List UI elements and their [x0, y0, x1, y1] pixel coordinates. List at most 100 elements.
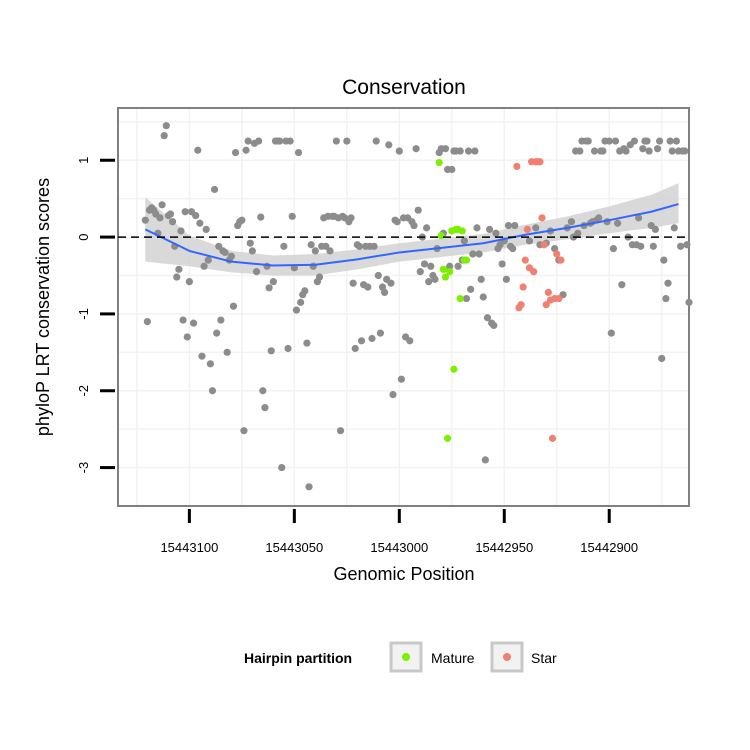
point-other [238, 216, 246, 224]
point-star [557, 256, 565, 264]
point-mature [458, 227, 466, 235]
point-other [645, 147, 653, 155]
point-other [259, 387, 267, 395]
point-other [185, 278, 193, 286]
point-other [599, 147, 607, 155]
y-axis-title: phyloP LRT conservation scores [33, 178, 53, 436]
point-other [303, 339, 311, 347]
series-mature [435, 158, 471, 442]
legend-label-mature: Mature [431, 650, 475, 666]
plot-area [117, 107, 693, 507]
point-other [456, 147, 464, 155]
point-star [553, 250, 561, 258]
point-other [181, 208, 189, 216]
point-mature [450, 365, 458, 373]
point-other [576, 147, 584, 155]
point-other [288, 212, 296, 220]
point-other [370, 242, 378, 250]
point-other [475, 250, 483, 258]
point-other [611, 137, 620, 145]
point-other [372, 137, 380, 145]
point-other [420, 260, 429, 268]
data-points-layer [141, 122, 693, 491]
point-mature [441, 273, 450, 281]
point-other [305, 483, 313, 491]
point-other [395, 147, 403, 155]
point-other [240, 427, 248, 435]
point-mature [437, 231, 445, 240]
series-star [513, 158, 565, 442]
point-other [160, 132, 168, 140]
point-other [179, 316, 187, 324]
point-other [485, 225, 494, 233]
point-other [605, 137, 613, 145]
point-other [381, 288, 389, 297]
point-other [229, 302, 238, 310]
point-other [202, 225, 210, 233]
point-other [231, 148, 240, 157]
y-tick-label: -3 [76, 462, 91, 474]
point-star [538, 214, 546, 222]
point-other [672, 137, 681, 145]
point-other [374, 271, 382, 280]
point-other [173, 273, 181, 281]
point-other [425, 278, 433, 286]
point-other [276, 137, 284, 145]
point-other [477, 275, 485, 283]
point-other [175, 265, 183, 273]
point-other [162, 122, 170, 130]
point-other [658, 354, 666, 363]
point-other [441, 145, 450, 153]
point-star [521, 256, 529, 264]
point-star [513, 162, 521, 170]
point-other [143, 317, 151, 326]
point-other [257, 213, 265, 221]
point-other [618, 281, 626, 289]
point-other [492, 229, 500, 237]
point-star [540, 241, 548, 249]
point-other [286, 137, 294, 145]
point-other [351, 344, 359, 353]
point-other [651, 225, 660, 233]
point-other [637, 242, 645, 250]
point-mature [443, 434, 452, 442]
legend-label-star: Star [531, 650, 557, 666]
point-other [242, 146, 250, 154]
point-other [567, 218, 576, 226]
point-mature [456, 294, 464, 303]
point-other [248, 247, 256, 255]
point-other [406, 337, 414, 345]
point-other [609, 245, 618, 253]
point-mature [439, 265, 447, 273]
point-mature [462, 256, 471, 264]
point-other [668, 147, 676, 155]
point-other [639, 145, 647, 153]
point-other [368, 334, 376, 343]
x-tick-label: 15442950 [475, 540, 533, 555]
y-tick-label: -1 [76, 308, 91, 320]
legend-title: Hairpin partition [244, 650, 352, 666]
point-other [322, 242, 330, 250]
point-other [681, 147, 689, 155]
point-other [410, 221, 418, 230]
point-other [213, 329, 221, 337]
y-tick-label: 1 [76, 157, 91, 164]
point-other [156, 214, 164, 222]
y-tick-label: 0 [76, 233, 91, 240]
point-other [683, 241, 691, 249]
point-star [544, 288, 552, 297]
x-tick-label: 15442900 [580, 540, 638, 555]
point-star [519, 283, 527, 291]
point-other [389, 390, 397, 399]
point-other [460, 237, 468, 245]
chart-title: Conservation [342, 76, 466, 99]
point-other [217, 316, 225, 324]
x-tick-label: 15443000 [370, 540, 428, 555]
point-other [464, 147, 473, 155]
point-other [246, 239, 254, 247]
point-other [267, 347, 275, 355]
point-other [210, 185, 219, 194]
point-other [223, 348, 231, 356]
point-other [192, 211, 200, 220]
